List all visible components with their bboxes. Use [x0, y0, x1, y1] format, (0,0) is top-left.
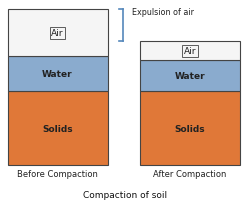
Bar	[140, 92, 240, 165]
Text: Air: Air	[51, 29, 64, 38]
Text: Compaction of soil: Compaction of soil	[83, 190, 167, 199]
Bar	[8, 57, 108, 92]
Text: Air: Air	[184, 47, 196, 56]
Bar	[8, 92, 108, 165]
Text: Expulsion of air: Expulsion of air	[132, 8, 194, 17]
Bar	[140, 42, 240, 61]
Text: After Compaction: After Compaction	[153, 169, 227, 178]
Text: Water: Water	[175, 72, 205, 81]
Text: Solids: Solids	[175, 124, 205, 133]
Text: Water: Water	[42, 70, 73, 79]
Text: Solids: Solids	[42, 124, 73, 133]
Text: Before Compaction: Before Compaction	[17, 169, 98, 178]
Bar	[8, 10, 108, 57]
Bar	[140, 61, 240, 92]
